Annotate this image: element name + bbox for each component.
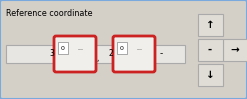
Text: ...: ...: [77, 46, 83, 50]
Text: 2: 2: [108, 50, 113, 59]
Text: -: -: [159, 50, 163, 59]
Text: 3: 3: [49, 50, 54, 59]
FancyBboxPatch shape: [54, 36, 96, 72]
Bar: [58, 42, 68, 54]
Bar: [117, 42, 127, 54]
FancyBboxPatch shape: [113, 36, 155, 72]
Text: →: →: [231, 45, 239, 55]
Text: ↓: ↓: [206, 70, 214, 80]
Bar: [198, 64, 223, 86]
Bar: [6, 45, 185, 63]
Text: 0: 0: [120, 46, 124, 50]
Text: -: -: [208, 45, 212, 55]
Text: ...: ...: [136, 46, 142, 50]
Bar: [198, 39, 223, 61]
Text: ,: ,: [97, 53, 99, 62]
Text: Reference coordinate: Reference coordinate: [6, 9, 92, 18]
Text: 0: 0: [61, 46, 65, 50]
Bar: [198, 14, 223, 36]
Bar: [223, 39, 247, 61]
Text: ↑: ↑: [206, 20, 214, 30]
